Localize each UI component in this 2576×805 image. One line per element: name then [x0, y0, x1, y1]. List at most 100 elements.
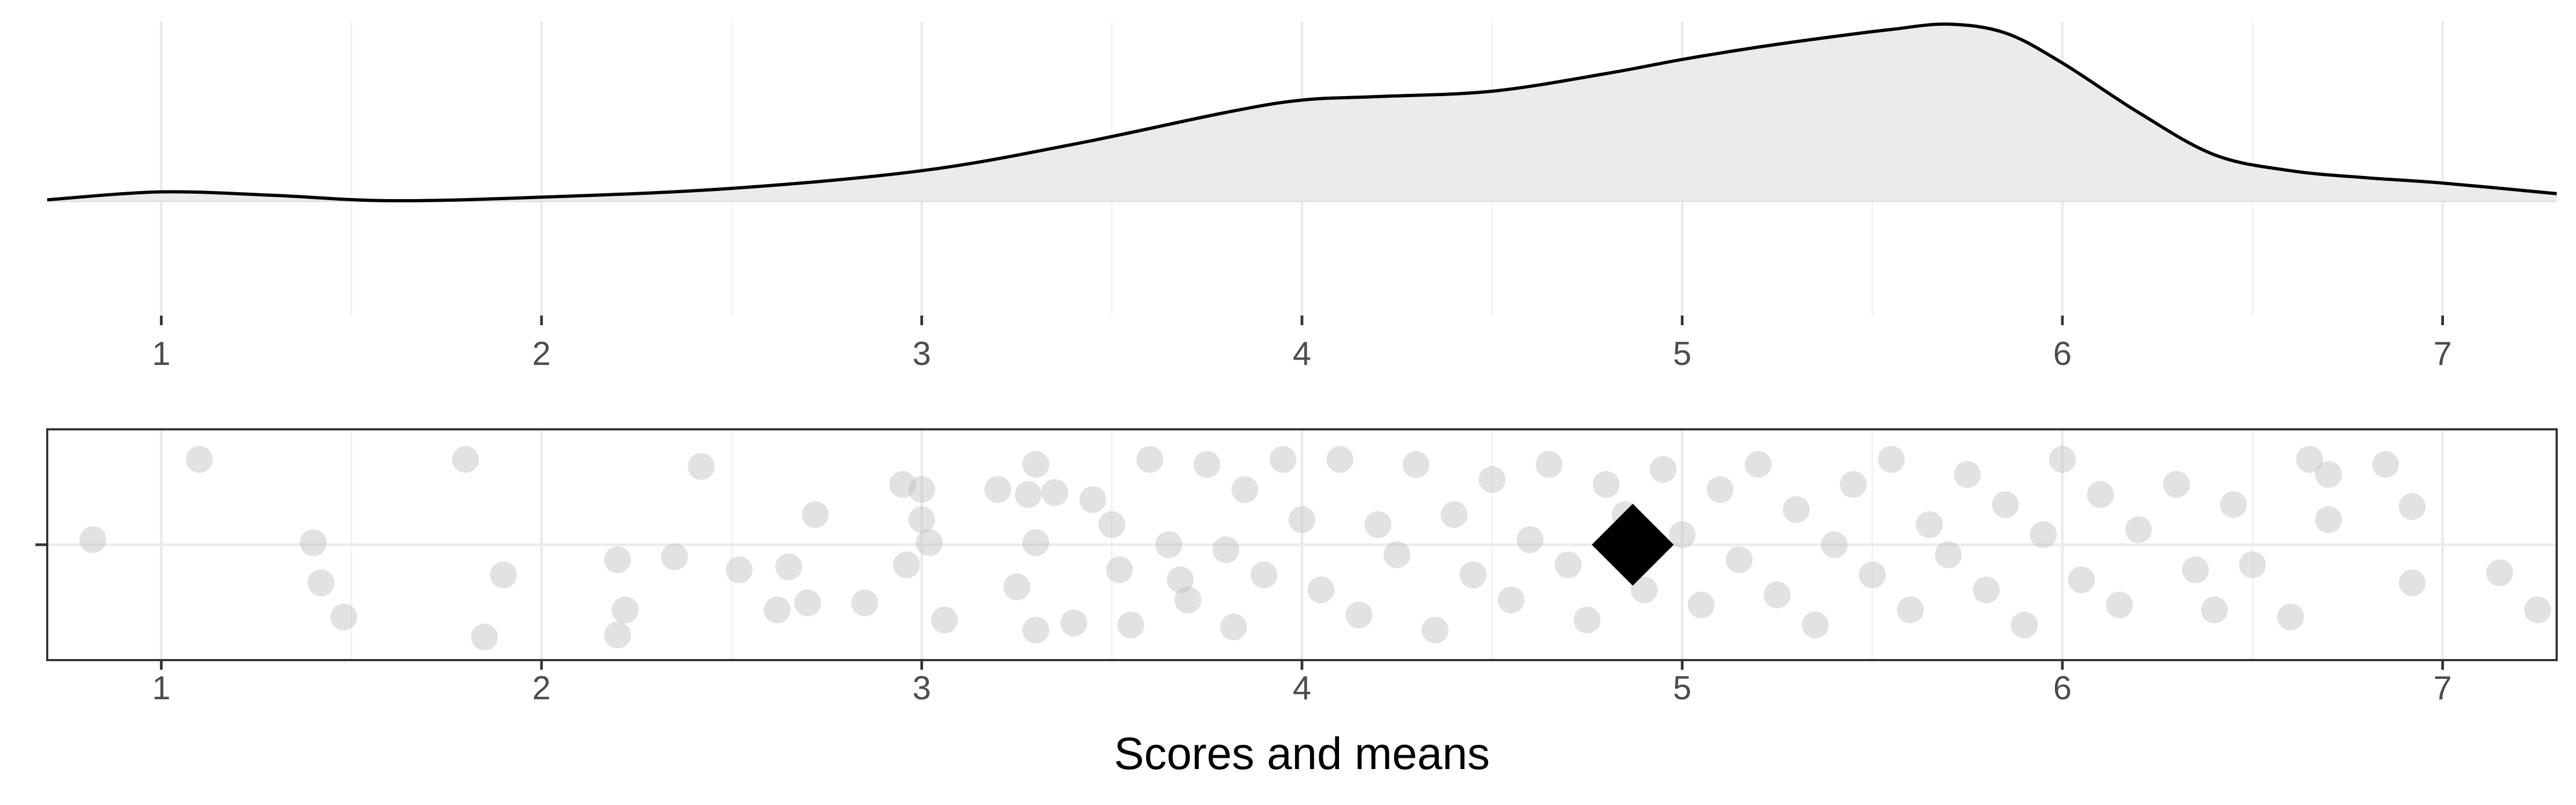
jitter-point	[2220, 491, 2247, 518]
jitter-point	[1745, 451, 1772, 478]
jitter-point	[2011, 611, 2038, 639]
jitter-point	[611, 596, 639, 624]
jitter-point	[1763, 581, 1791, 609]
jitter-point	[1650, 456, 1677, 483]
jitter-point	[1535, 451, 1563, 478]
jitter-point	[2182, 556, 2209, 583]
jitter-point	[1707, 476, 1734, 503]
jitter-point	[661, 543, 688, 570]
jitter-point	[299, 529, 327, 557]
jitter-point	[1014, 481, 1042, 508]
jitter-point	[1973, 576, 2000, 604]
jitter-point	[1783, 496, 1810, 523]
jitter-point	[802, 501, 829, 528]
jitter-point	[2068, 566, 2095, 594]
jitter-point	[1840, 471, 1867, 498]
jitter-point	[794, 589, 821, 617]
jitter-point	[1167, 566, 1194, 594]
jitter-point	[186, 446, 213, 473]
jitter-point	[2087, 481, 2114, 508]
jitter-point	[2486, 559, 2513, 587]
jitter-x-tick-label: 2	[532, 670, 551, 707]
jitter-point	[1041, 479, 1069, 506]
jitter-point	[2398, 493, 2426, 520]
jitter-point	[1916, 511, 1943, 538]
jitter-point	[1384, 541, 1411, 568]
jitter-point	[2398, 569, 2426, 597]
jitter-point	[1098, 511, 1125, 538]
jitter-point	[1935, 541, 1962, 568]
density-x-tick-label: 1	[152, 335, 170, 372]
jitter-point	[1592, 471, 1620, 498]
jitter-point	[2372, 451, 2399, 478]
jitter-point	[1517, 526, 1544, 553]
jitter-point	[2524, 596, 2551, 624]
jitter-point	[1630, 576, 1658, 604]
jitter-point	[1174, 586, 1202, 613]
jitter-x-tick-label: 3	[912, 670, 931, 707]
jitter-point	[1574, 606, 1601, 634]
jitter-point	[490, 561, 517, 589]
jitter-point	[2296, 446, 2323, 473]
density-area	[47, 24, 2557, 201]
jitter-point	[1897, 596, 1924, 624]
jitter-point	[1060, 609, 1087, 636]
jitter-point	[2106, 591, 2133, 619]
jitter-x-axis: 1 2 3 4 5 6 7	[152, 660, 2452, 707]
jitter-point	[604, 621, 631, 649]
jitter-point	[764, 596, 791, 624]
jitter-point	[1440, 501, 1468, 528]
jitter-point	[1117, 611, 1145, 639]
jitter-point	[1212, 536, 1240, 564]
jitter-point	[79, 526, 107, 553]
jitter-point	[1231, 476, 1258, 503]
jitter-point	[908, 506, 935, 533]
density-line	[47, 22, 2557, 203]
jitter-point	[471, 624, 498, 651]
jitter-point	[1878, 446, 1905, 473]
jitter-point	[1022, 616, 1050, 643]
jitter-point	[851, 589, 879, 617]
jitter-point	[1725, 546, 1753, 574]
jitter-point	[931, 606, 958, 634]
jitter-point	[687, 453, 715, 480]
jitter-point	[1479, 466, 1506, 493]
jitter-point	[1220, 613, 1247, 641]
jitter-x-tick-label: 6	[2053, 670, 2072, 707]
jitter-point	[1003, 573, 1030, 601]
jitter-x-tick-label: 4	[1293, 670, 1311, 707]
jitter-point	[908, 476, 935, 503]
jitter-point	[1497, 586, 1525, 613]
jitter-x-tick-label: 7	[2433, 670, 2451, 707]
jitter-point	[1668, 521, 1696, 548]
jitter-point	[1820, 531, 1848, 558]
jitter-x-tick-label: 5	[1673, 670, 1691, 707]
jitter-point	[1953, 461, 1981, 488]
jitter-point	[2315, 506, 2342, 533]
jitter-point	[1136, 446, 1163, 473]
jitter-point	[1402, 451, 1430, 478]
jitter-point	[2239, 551, 2266, 579]
jitter-point	[916, 529, 943, 557]
jitter-point	[893, 551, 920, 579]
mean-diamond	[1592, 503, 1674, 586]
jitter-point	[2201, 596, 2228, 624]
jitter-point	[889, 471, 917, 498]
density-x-axis: 1 2 3 4 5 6 7	[152, 316, 2452, 372]
jitter-point	[1802, 611, 1829, 639]
jitter-point	[1106, 556, 1133, 583]
density-x-tick-label: 7	[2433, 335, 2451, 372]
jitter-point	[1307, 576, 1335, 604]
density-x-tick-label: 4	[1293, 335, 1311, 372]
jitter-point	[2315, 461, 2342, 488]
jitter-points	[79, 446, 2551, 651]
jitter-point	[1345, 601, 1373, 628]
jitter-point	[1421, 616, 1448, 643]
jitter-point	[1193, 451, 1220, 478]
density-x-tick-label: 6	[2053, 335, 2072, 372]
jitter-point	[1269, 446, 1297, 473]
jitter-point	[1079, 486, 1107, 513]
jitter-point	[2163, 471, 2190, 498]
jitter-point	[984, 476, 1012, 503]
